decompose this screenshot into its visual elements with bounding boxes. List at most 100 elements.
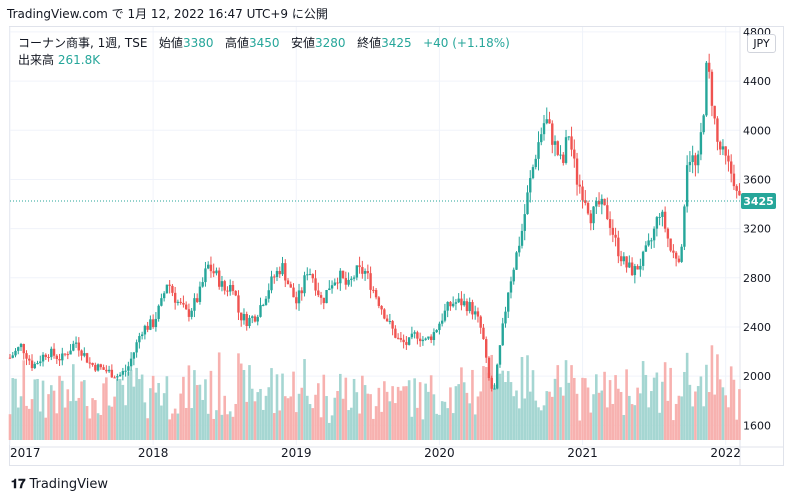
candle-body [306,274,309,276]
candle-body [330,285,334,289]
volume-bar [501,370,505,440]
volume-bar [151,375,155,440]
footer-brand[interactable]: 𝟏𝟕 TradingView [11,477,108,492]
volume-bar [286,398,290,440]
volume-bar [479,391,483,440]
volume-bar [223,395,227,440]
volume-bar [113,396,116,440]
candle-body [369,273,372,290]
candle-body [374,290,378,298]
candle-body [597,201,601,205]
volume-bar [410,416,414,440]
volume-bar [193,370,196,440]
candle-body [129,358,133,367]
candle-body [548,119,551,124]
volume-bar [55,413,59,440]
volume-bar [575,393,579,440]
volume-bar [443,401,447,440]
candle-body [33,363,36,369]
volume-bar [341,398,345,440]
volume-bar [283,396,287,440]
candle-body [457,298,460,303]
candle-body [567,136,570,138]
currency-button[interactable]: JPY [747,34,776,53]
volume-bar [352,378,356,440]
candle-body [531,167,535,179]
volume-bar [366,393,370,440]
volume-bar [226,414,229,440]
volume-bar [267,387,271,440]
candle-body [473,311,477,315]
volume-bar [25,405,28,440]
volume-bar [490,354,494,440]
volume-bar [413,378,416,440]
candle-body [578,184,581,187]
y-tick-label: 1600 [743,419,771,432]
candle-body [11,355,14,358]
candle-body [350,278,353,280]
candle-body [77,342,81,351]
candle-body [391,321,394,329]
volume-bar [614,375,617,440]
volume-bar [399,390,403,440]
volume-bar [176,413,180,440]
publish-info: TradingView.com で 1月 12, 2022 16:47 UTC+… [7,7,328,21]
candle-body [509,281,513,293]
candle-body [336,282,339,284]
candle-body [25,353,28,359]
candle-body [58,359,61,361]
volume-bar [526,355,529,440]
volume-bar [460,367,463,440]
volume-bar [451,413,455,440]
candle-body [281,263,284,275]
tradingview-logo-icon: 𝟏𝟕 [11,477,26,492]
volume-bar [581,377,584,440]
candle-body [438,323,441,331]
volume-bar [182,376,185,440]
volume-bar [344,377,348,440]
volume-bar [162,393,166,440]
candle-body [14,350,17,356]
candle-body [696,154,700,166]
candle-body [286,280,290,285]
candle-body [721,146,725,150]
volume-bar [297,393,301,440]
volume-bar [179,393,182,440]
volume-bar [316,383,320,440]
candle-body [110,369,114,378]
volume-bar [94,400,97,440]
candle-body [245,313,248,327]
volume-bar [493,384,496,440]
volume-bar [336,390,339,440]
volume-bar [724,395,727,440]
candle-body [608,219,612,228]
y-tick-label: 3200 [743,223,771,236]
candle-body [716,118,719,142]
candle-body [402,339,405,343]
volume-bar [440,401,444,440]
volume-bar [542,405,546,440]
volume-bar [683,371,686,440]
volume-bar [105,377,108,440]
volume-bar [559,387,562,440]
candle-body [705,62,708,116]
candle-body [151,319,155,328]
candle-body [289,284,292,288]
candle-body [113,377,116,379]
volume-bar [369,394,372,440]
candle-body [193,298,196,311]
candle-body [259,305,262,317]
volume-bar [377,387,381,440]
candle-body [132,352,136,359]
candle-body [275,270,279,278]
candle-body [264,298,268,305]
volume-bar [237,353,240,440]
candle-body [242,313,246,321]
volume-bar [72,364,75,440]
candle-body [39,361,42,364]
volume-bar [738,389,741,440]
candle-body [206,264,210,269]
candle-body [74,342,78,344]
volume-bar [429,375,433,440]
